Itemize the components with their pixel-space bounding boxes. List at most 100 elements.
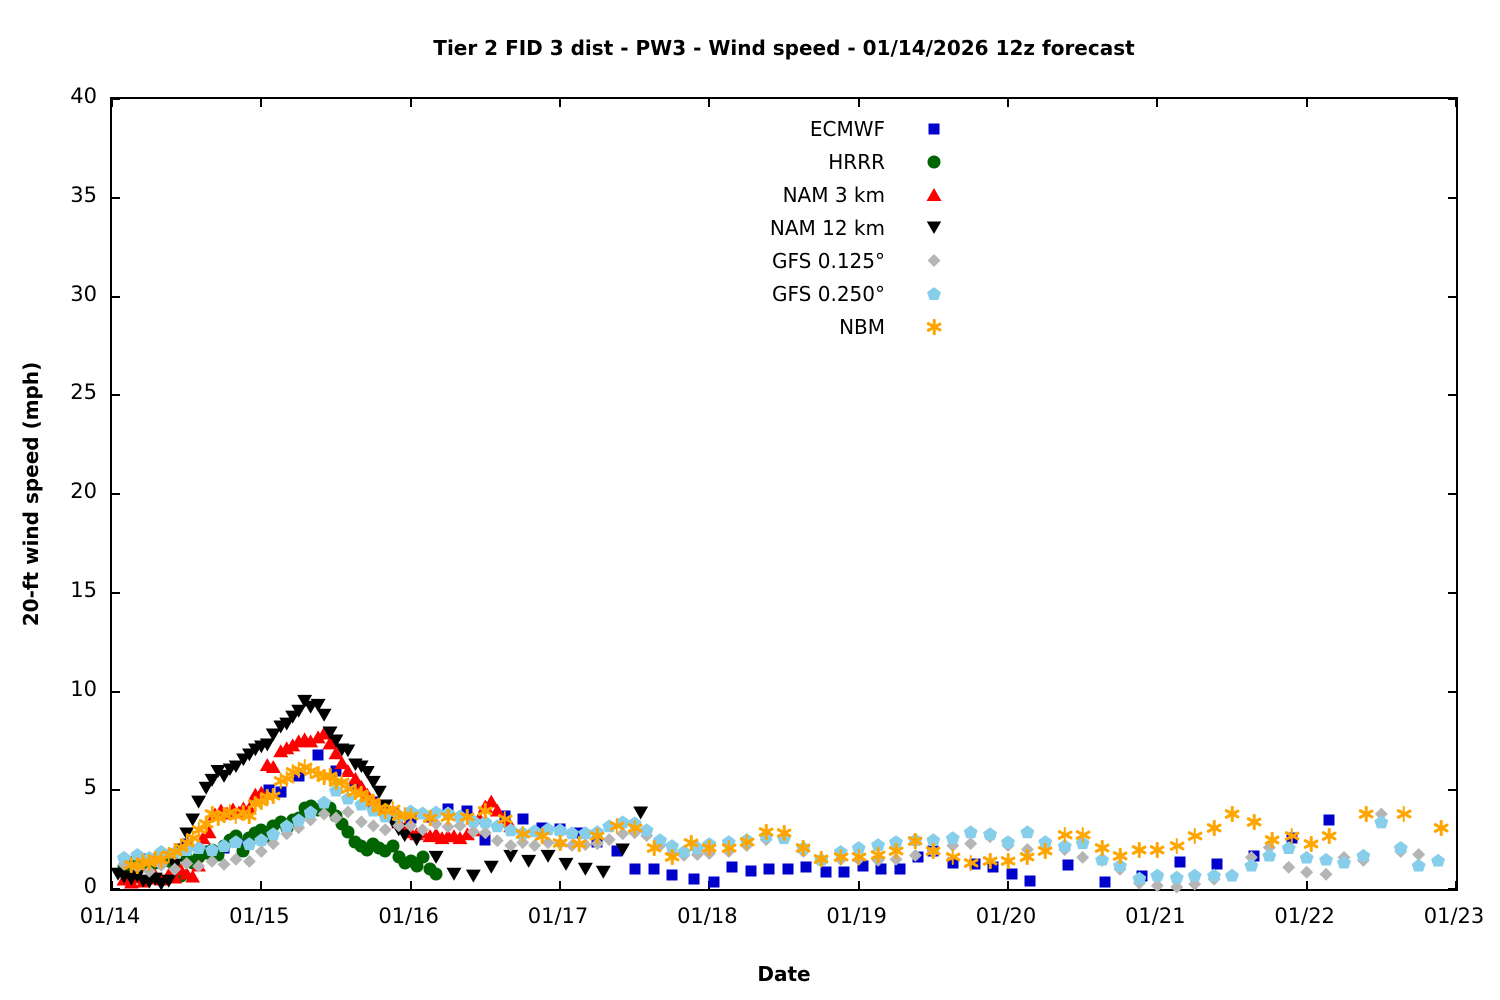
data-point-pentagon	[665, 839, 679, 853]
data-point-pentagon	[1262, 848, 1277, 862]
data-point-triangle-down	[446, 867, 462, 881]
data-point-asterisk	[802, 839, 805, 856]
data-point-asterisk	[409, 807, 412, 824]
data-point-pentagon	[1356, 848, 1371, 862]
data-point-pentagon	[116, 850, 131, 864]
x-tick	[1156, 99, 1159, 107]
data-point-pentagon	[851, 841, 866, 855]
data-point-pentagon	[1244, 858, 1259, 872]
data-point-square	[782, 863, 794, 875]
x-tick-label: 01/19	[826, 904, 887, 928]
data-point-pentagon	[553, 823, 567, 837]
data-point-asterisk	[857, 849, 860, 866]
data-point-asterisk	[1006, 853, 1010, 870]
data-point-diamond	[366, 819, 380, 833]
x-tick-label: 01/16	[378, 904, 439, 928]
data-point-asterisk	[160, 852, 163, 869]
data-point-asterisk	[670, 849, 674, 866]
data-point-asterisk	[1100, 839, 1104, 856]
data-point-asterisk	[1327, 827, 1331, 844]
data-point-circle	[416, 850, 430, 864]
x-tick-label: 01/14	[79, 904, 141, 928]
data-point-diamond	[466, 825, 480, 839]
data-point-diamond	[1282, 860, 1296, 874]
x-tick-label: 01/21	[1125, 904, 1186, 928]
data-point-pentagon	[1337, 855, 1351, 869]
data-point-diamond	[1244, 850, 1258, 864]
data-point-circle	[386, 839, 400, 853]
data-point-square	[1174, 856, 1186, 868]
x-tick	[1305, 99, 1308, 107]
data-point-pentagon	[1411, 858, 1426, 872]
data-point-asterisk	[391, 801, 394, 817]
y-tick	[112, 690, 120, 693]
y-tick	[112, 196, 120, 199]
data-point-asterisk	[204, 815, 208, 832]
data-point-diamond	[1319, 867, 1333, 881]
x-tick-label: 01/17	[527, 904, 589, 928]
y-tick-label: 0	[83, 874, 97, 898]
data-point-asterisk	[839, 849, 842, 866]
x-tick	[559, 881, 561, 889]
data-point-pentagon	[1431, 853, 1446, 867]
data-point-pentagon	[303, 805, 318, 819]
data-point-asterisk	[130, 857, 133, 874]
data-point-asterisk	[615, 817, 618, 834]
data-point-asterisk	[403, 806, 406, 823]
data-point-diamond	[404, 819, 418, 833]
data-point-triangle-down	[483, 860, 499, 874]
data-point-asterisk	[466, 808, 469, 825]
data-point-triangle-down	[521, 854, 537, 868]
data-point-asterisk	[197, 821, 200, 838]
data-point-square	[708, 876, 720, 888]
legend-label: GFS 0.125°	[772, 248, 885, 273]
y-tick	[112, 98, 120, 100]
data-point-pentagon	[478, 815, 493, 829]
data-point-diamond	[378, 823, 392, 837]
data-point-square	[666, 869, 678, 881]
data-point-asterisk	[1271, 831, 1274, 848]
data-point-diamond	[1170, 880, 1184, 894]
x-tick	[1007, 99, 1009, 107]
data-point-diamond	[1412, 847, 1426, 861]
y-tick-label: 15	[70, 577, 97, 602]
data-point-asterisk	[745, 833, 748, 850]
data-point-diamond	[602, 833, 616, 847]
data-point-asterisk	[260, 794, 263, 811]
data-point-asterisk	[988, 853, 992, 870]
data-point-pentagon	[1095, 852, 1110, 866]
data-point-pentagon	[1001, 835, 1015, 849]
data-point-asterisk	[690, 834, 693, 851]
data-point-square	[312, 749, 324, 761]
data-point-asterisk	[285, 771, 288, 788]
x-tick	[708, 99, 711, 107]
data-point-asterisk	[764, 823, 768, 840]
data-point-asterisk	[914, 832, 917, 849]
legend-label: HRRR	[828, 149, 885, 174]
data-point-asterisk	[540, 827, 544, 844]
data-point-square	[479, 834, 491, 846]
y-tick	[1448, 789, 1456, 792]
data-point-asterisk	[340, 774, 344, 791]
data-point-asterisk	[503, 810, 506, 827]
data-point-asterisk	[521, 825, 524, 842]
data-point-diamond	[205, 854, 219, 868]
y-tick	[1448, 98, 1456, 100]
data-point-pentagon	[254, 833, 269, 847]
y-tick	[112, 789, 120, 792]
legend-marker-slot	[926, 188, 942, 211]
data-point-pentagon	[279, 819, 294, 833]
data-point-asterisk	[1081, 826, 1084, 843]
data-point-square	[1211, 858, 1223, 870]
data-point-asterisk	[708, 839, 711, 856]
y-tick	[112, 591, 120, 594]
data-point-square	[1323, 814, 1335, 826]
x-tick	[409, 99, 412, 107]
chart-title: Tier 2 FID 3 dist - PW3 - Wind speed - 0…	[433, 36, 1135, 60]
data-point-pentagon	[653, 833, 668, 847]
data-point-pentagon	[1057, 839, 1072, 853]
data-point-diamond	[416, 823, 430, 837]
y-tick	[1448, 888, 1456, 890]
legend-label: NAM 3 km	[782, 182, 885, 207]
